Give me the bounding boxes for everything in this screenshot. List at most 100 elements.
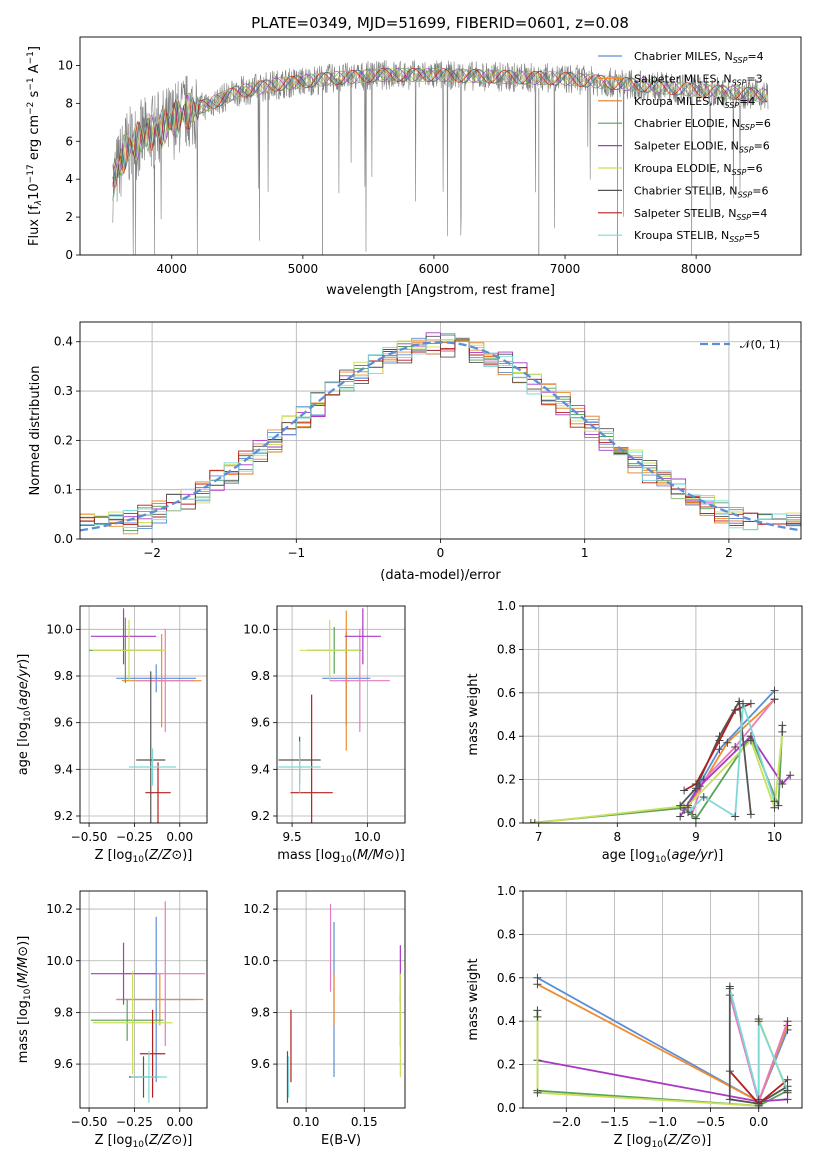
legend-label: Chabrier STELIB, NSSP=6 xyxy=(634,184,768,199)
y-tick-label: 10.0 xyxy=(46,622,73,636)
label-part: ⊙)] xyxy=(171,1133,192,1148)
y-tick-label: 0.0 xyxy=(54,532,73,546)
legend-label: 𝒩(0, 1) xyxy=(740,338,780,351)
x-tick-label: −0.50 xyxy=(71,1115,108,1129)
figure-title: PLATE=0349, MJD=51699, FIBERID=0601, z=0… xyxy=(251,14,629,32)
x-tick-label: 1 xyxy=(581,546,589,560)
model-spectrum xyxy=(112,67,768,187)
panel-ebv-mass: 0.10 0.15 9.6 9.8 10.0 10.2 E(B-V) xyxy=(243,890,406,1148)
x-tick-label: 4000 xyxy=(156,262,187,276)
axes-frame xyxy=(276,605,406,824)
legend-tail: =6 xyxy=(752,184,768,197)
panel-spectrum: 4000 5000 6000 7000 8000 0 2 4 6 8 10 wavelength [A… xyxy=(26,36,802,298)
y-tick-label: 9.6 xyxy=(54,716,73,730)
y-tick-label: 9.6 xyxy=(54,1057,73,1071)
legend-sub: SSP xyxy=(739,146,754,155)
y-tick-label: 0.8 xyxy=(497,927,516,941)
weight-marker xyxy=(783,1086,792,1095)
x-tick-label: −1 xyxy=(287,546,305,560)
label-part: ⊙)] xyxy=(690,1133,711,1148)
plot-area-z-age xyxy=(89,608,202,823)
y-tick-label: 10.2 xyxy=(243,902,270,916)
label-part: −1 xyxy=(26,77,36,90)
weight-marker xyxy=(676,801,685,810)
y-tick-label: 9.4 xyxy=(54,762,73,776)
y-tick-label: 1.0 xyxy=(497,599,516,613)
weight-marker xyxy=(783,1075,792,1084)
y-axis-label: Flux [fλ10−17 erg cm−2 s−1 A−1] xyxy=(26,46,44,246)
x-tick-label: −0.25 xyxy=(116,1115,153,1129)
legend-label: Kroupa MILES, NSSP=4 xyxy=(634,95,755,110)
x-tick-label: 0.0 xyxy=(749,1115,768,1129)
y-tick-label: 8 xyxy=(65,96,73,110)
y-tick-label: 2 xyxy=(65,210,73,224)
legend-label: Kroupa ELODIE, NSSP=6 xyxy=(634,162,763,177)
label-part: Z [log xyxy=(95,848,133,863)
model-spectrum xyxy=(112,67,768,196)
normal-curve xyxy=(80,341,801,532)
label-part: ( xyxy=(144,848,149,863)
x-tick-label: −0.5 xyxy=(696,1115,725,1129)
label-part: ⊙)] xyxy=(171,848,192,863)
x-tick-label: −0.50 xyxy=(71,830,108,844)
axes-frame xyxy=(79,605,208,824)
weight-marker xyxy=(746,736,755,745)
weight-line xyxy=(530,725,784,823)
y-axis-label: mass weight xyxy=(466,673,481,755)
x-tick-label: −1.5 xyxy=(600,1115,629,1129)
y-tick-label: 10.0 xyxy=(243,954,270,968)
legend-sub: SSP xyxy=(729,235,744,244)
label-sub: 10 xyxy=(23,988,33,1000)
weight-marker xyxy=(754,1095,763,1104)
y-tick-label: 9.6 xyxy=(251,1057,270,1071)
legend-label: Chabrier ELODIE, NSSP=6 xyxy=(634,117,771,132)
y-tick-label: 9.4 xyxy=(251,762,270,776)
weight-marker xyxy=(725,1095,734,1104)
x-tick-label: 8 xyxy=(613,830,621,844)
label-part: ( xyxy=(144,1133,149,1148)
model-spectrum xyxy=(112,67,768,182)
x-tick-label: −2.0 xyxy=(552,1115,581,1129)
x-tick-label: 6000 xyxy=(419,262,450,276)
axes-frame xyxy=(79,36,802,256)
label-part: ] xyxy=(27,46,42,51)
y-tick-label: 9.6 xyxy=(251,716,270,730)
y-tick-label: 9.2 xyxy=(251,809,270,823)
y-tick-label: 0.2 xyxy=(54,433,73,447)
axes-frame xyxy=(522,890,803,1109)
x-axis-label: mass [log10(M/M⊙)] xyxy=(277,848,405,865)
x-axis-label: Z [log10(Z/Z⊙)] xyxy=(95,848,193,865)
weight-marker xyxy=(533,1012,542,1021)
legend-label: Chabrier MILES, NSSP=4 xyxy=(634,50,764,65)
label-part: −2 xyxy=(26,102,36,115)
y-tick-label: 0.4 xyxy=(497,1014,516,1028)
label-part: age/yr xyxy=(16,662,31,705)
label-part: Z [log xyxy=(95,1133,133,1148)
legend-tail: =4 xyxy=(751,207,767,220)
y-tick-label: 0.8 xyxy=(497,642,516,656)
legend-text: Kroupa MILES, N xyxy=(634,95,724,108)
residual-histogram xyxy=(80,335,801,527)
panel-mass-age: 9.5 10.0 9.2 9.4 9.6 9.8 10.0 mass [log10(M/M⊙)… xyxy=(243,605,406,865)
weight-line xyxy=(728,986,789,1105)
plot-area-age-weight xyxy=(526,686,795,823)
x-tick-label: 10.0 xyxy=(354,830,381,844)
axes-frame xyxy=(79,890,208,1109)
label-part: ( xyxy=(663,1133,668,1148)
y-axis-label: age [log10(age/yr)] xyxy=(16,654,33,776)
x-tick-label: −0.25 xyxy=(116,830,153,844)
weight-marker xyxy=(676,812,685,821)
x-axis-label: E(B-V) xyxy=(321,1133,361,1148)
label-part: mass [log xyxy=(277,848,340,863)
legend-tail: =6 xyxy=(755,117,771,130)
label-part: 10 xyxy=(27,183,42,200)
y-tick-label: 0.4 xyxy=(497,729,516,743)
weight-marker xyxy=(778,779,787,788)
weight-marker xyxy=(783,1017,792,1026)
label-part: ( xyxy=(16,984,31,989)
legend-text: Chabrier ELODIE, N xyxy=(634,117,740,130)
legend-sub: SSP xyxy=(740,123,755,132)
legend-text: Salpeter ELODIE, N xyxy=(634,140,739,153)
legend-label: Kroupa STELIB, NSSP=5 xyxy=(634,229,760,244)
